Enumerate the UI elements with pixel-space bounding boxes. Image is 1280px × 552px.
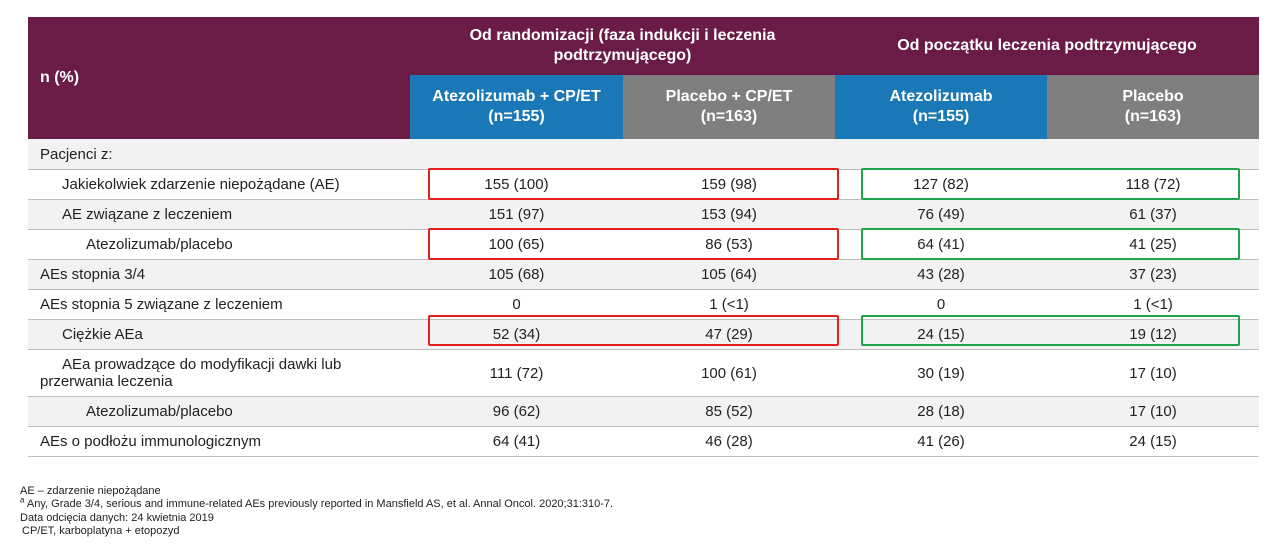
cell-value: 96 (62) [492,403,541,420]
cell-value: 111 (72) [489,364,544,382]
cell-value: 0 [512,296,521,313]
footnote-a: a Any, Grade 3/4, serious and immune-rel… [20,495,614,511]
cell-value: 19 (12) [1129,326,1177,343]
cell-value: 151 (97) [488,206,545,223]
row-label: Ciężkie AEa [62,326,143,343]
cell-value: 1 (<1) [709,296,749,313]
row-label: AE związane z leczeniem [62,206,233,223]
cell-value: 43 (28) [917,266,965,283]
table-row: AEs stopnia 3/4 105 (68) 105 (64) 43 (28… [28,260,1259,290]
cell-value: 47 (29) [705,326,753,343]
cell-value: 61 (37) [1129,206,1177,223]
row-label: AEa prowadzące do modyfikacji dawki lub … [28,350,410,396]
cell-value: 24 (15) [917,326,965,343]
table-row: Atezolizumab/placebo 96 (62) 85 (52) 28 … [28,397,1259,427]
footnote-cutoff: Data odcięcia danych: 24 kwietnia 2019 [20,511,214,524]
col-header-atezo-cpet: Atezolizumab + CP/ET (n=155) [410,75,623,139]
col-name: Atezolizumab + CP/ET [432,88,601,105]
row-label: AEs stopnia 3/4 [40,266,146,283]
cell-value: 17 (10) [1129,364,1177,382]
cell-value: 76 (49) [917,206,965,223]
row-label: Pacjenci z: [40,145,113,163]
table-row: AEa prowadzące do modyfikacji dawki lub … [28,350,1259,397]
footnote-cpet: CP/ET, karboplatyna + etopozyd [22,525,180,538]
table-row: Jakiekolwiek zdarzenie niepożądane (AE) … [28,170,1259,200]
cell-value: 64 (41) [492,433,541,450]
cell-value: 159 (98) [701,176,757,193]
col-n: (n=155) [912,108,970,125]
col-header-atezo: Atezolizumab (n=155) [835,75,1047,139]
col-n: (n=155) [488,108,545,125]
cell-value: 17 (10) [1129,403,1177,420]
cell-value: 52 (34) [492,326,541,343]
cell-value: 85 (52) [705,403,753,420]
row-label: Atezolizumab/placebo [86,403,233,420]
adverse-events-table: n (%) Od randomizacji (faza indukcji i l… [28,17,1259,457]
footnote-marker: a [20,495,25,505]
cell-value: 64 (41) [917,236,965,253]
cell-value: 41 (26) [917,433,965,450]
cell-value: 153 (94) [701,206,757,223]
row-label: AEs stopnia 5 związane z leczeniem [40,296,283,313]
cell-value: 1 (<1) [1133,296,1173,313]
col-header-placebo: Placebo (n=163) [1047,75,1259,139]
cell-value: 155 (100) [484,176,549,193]
cell-value: 127 (82) [913,176,969,193]
row-label-text: AEa prowadzące do modyfikacji dawki lub … [40,356,342,390]
cell-value: 28 (18) [917,403,965,420]
row-label: Jakiekolwiek zdarzenie niepożądane (AE) [62,176,340,193]
footnotes: AE – zdarzenie niepożądane a Any, Grade … [20,485,613,539]
table-header: n (%) Od randomizacji (faza indukcji i l… [28,17,1259,139]
cell-value: 24 (15) [1129,433,1177,450]
col-name: Placebo + CP/ET [665,88,793,105]
table-row: Atezolizumab/placebo 100 (65) 86 (53) 64… [28,230,1259,260]
cell-value: 0 [936,296,946,313]
footnote-ae: AE – zdarzenie niepożądane [20,485,161,497]
col-n: (n=163) [1124,108,1182,125]
cell-value: 100 (61) [701,364,757,382]
cell-value: 86 (53) [705,236,753,253]
group-header-randomization: Od randomizacji (faza indukcji i leczeni… [410,17,835,75]
cell-value: 100 (65) [488,236,545,253]
cell-value: 118 (72) [1125,176,1181,193]
footnote-a-text: Any, Grade 3/4, serious and immune-relat… [24,498,614,511]
table-row-section: Pacjenci z: [28,139,1259,170]
cell-value: 105 (64) [701,266,757,283]
col-name: Placebo [1122,88,1184,105]
cell-value: 105 (68) [488,266,545,283]
cell-value: 41 (25) [1129,236,1177,253]
row-label-header: n (%) [28,17,410,139]
cell-value: 37 (23) [1129,266,1177,283]
table-row: AEs o podłożu immunologicznym 64 (41) 46… [28,427,1259,457]
col-header-placebo-cpet: Placebo + CP/ET (n=163) [623,75,835,139]
row-label: AEs o podłożu immunologicznym [40,433,261,450]
cell-value: 46 (28) [705,433,753,450]
group-header-maintenance: Od początku leczenia podtrzymującego [835,17,1259,75]
col-name: Atezolizumab [889,88,993,105]
table-row: AEs stopnia 5 związane z leczeniem 0 1 (… [28,290,1259,320]
cell-value: 30 (19) [917,364,965,382]
col-n: (n=163) [700,108,758,125]
table-row: Ciężkie AEa 52 (34) 47 (29) 24 (15) 19 (… [28,320,1259,350]
table-row: AE związane z leczeniem 151 (97) 153 (94… [28,200,1259,230]
row-label: Atezolizumab/placebo [86,236,233,253]
